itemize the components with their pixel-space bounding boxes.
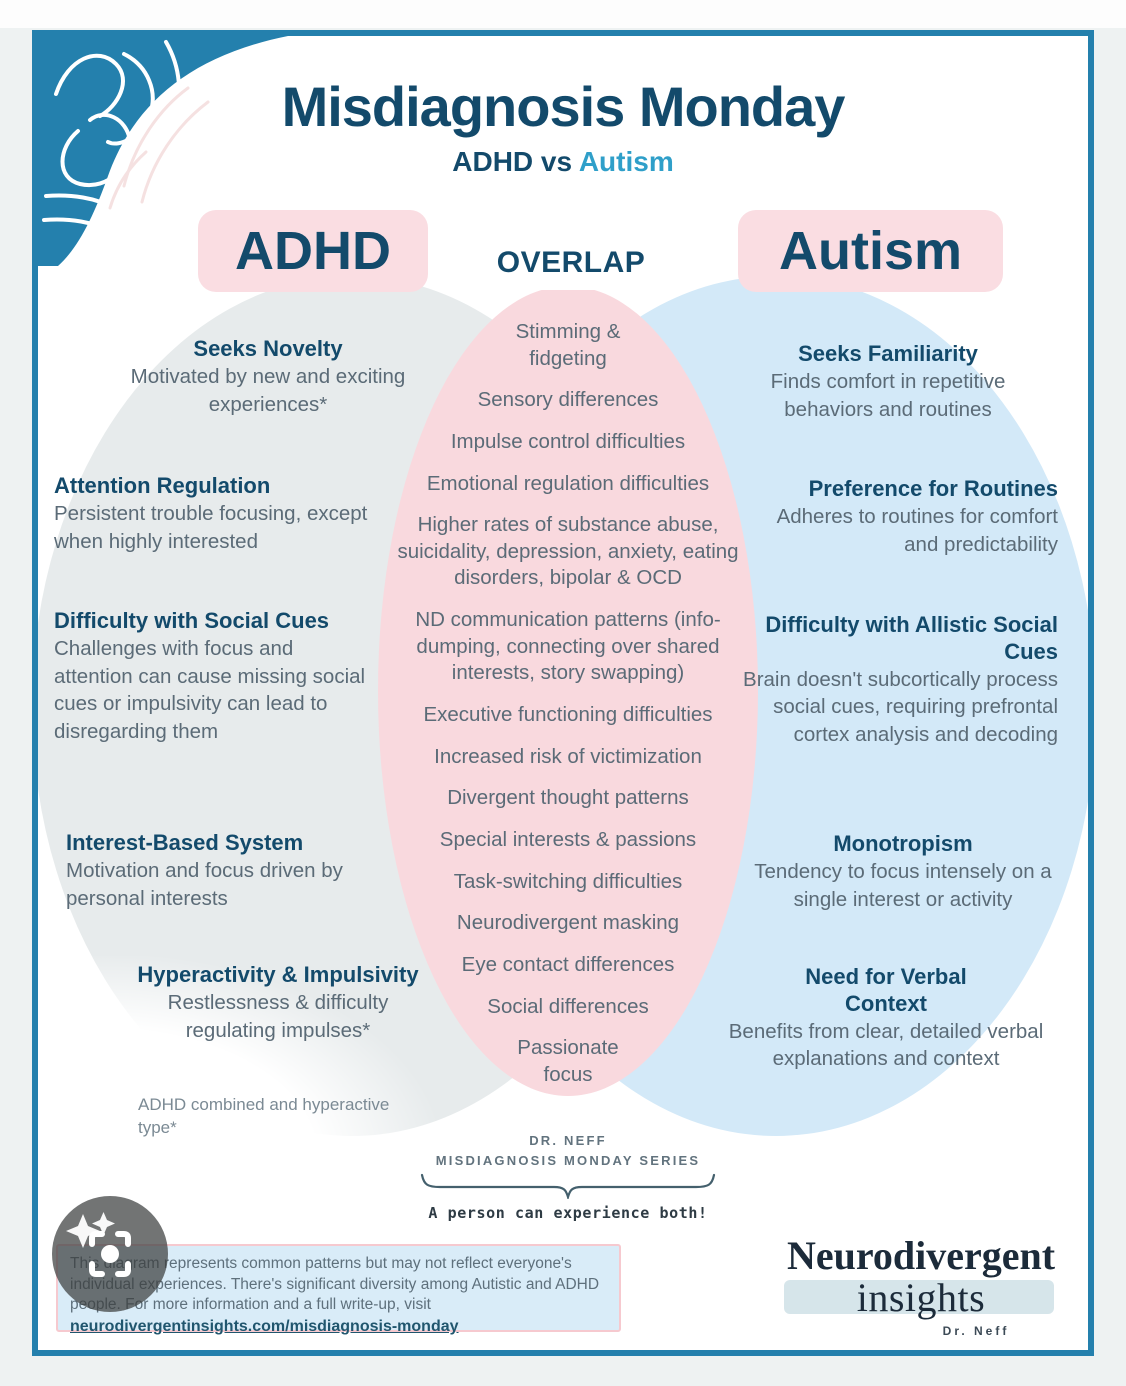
brace-line-2: MISDIAGNOSIS MONDAY SERIES xyxy=(435,1153,701,1169)
overlap-item-9: Special interests & passions xyxy=(439,827,697,851)
page-subtitle: ADHD vs Autism xyxy=(38,146,1088,178)
adhd-item-2-heading: Difficulty with Social Cues xyxy=(54,608,330,633)
autism-item-3: Monotropism Tendency to focus intensely … xyxy=(748,831,1058,913)
adhd-item-3-heading: Interest-Based System xyxy=(66,830,304,855)
autism-item-2: Difficulty with Allistic Social Cues Bra… xyxy=(738,612,1058,749)
decorative-corner-shape xyxy=(38,36,288,266)
logo-line-2: insights xyxy=(856,1275,986,1320)
logo-line-3: Dr. Neff xyxy=(942,1324,1010,1338)
adhd-item-2: Difficulty with Social Cues Challenges w… xyxy=(54,608,374,746)
autism-item-4: Need for Verbal Context Benefits from cl… xyxy=(726,964,1046,1073)
overlap-item-1: Sensory differences xyxy=(477,388,659,412)
page-title: Misdiagnosis Monday xyxy=(281,75,846,138)
label-adhd: ADHD xyxy=(198,210,428,292)
adhd-item-0: Seeks Novelty Motivated by new and excit… xyxy=(118,336,418,418)
autism-item-0-heading: Seeks Familiarity xyxy=(798,341,978,366)
autism-item-3-body: Tendency to focus intensely on a single … xyxy=(754,859,1052,911)
subtitle-autism: Autism xyxy=(578,146,674,177)
brand-logo: Neurodivergent insights Dr. Neff xyxy=(766,1236,1076,1338)
overlap-item-10: Task-switching difficulties xyxy=(453,869,683,893)
overlap-item-0: Stimming & fidgeting xyxy=(515,320,621,370)
overlap-list: Stimming & fidgeting Sensory differences… xyxy=(368,319,768,1103)
label-overlap: OVERLAP xyxy=(476,236,666,290)
brace-caption: DR. NEFF MISDIAGNOSIS MONDAY SERIES A pe… xyxy=(408,1131,728,1222)
infographic-poster: Misdiagnosis Monday ADHD vs Autism ADHD … xyxy=(32,30,1094,1356)
venn-diagram xyxy=(38,36,1088,1156)
adhd-item-1-heading: Attention Regulation xyxy=(54,473,271,498)
top-strip xyxy=(0,0,1126,28)
adhd-footnote: ADHD combined and hyperactive type* xyxy=(138,1095,390,1137)
overlap-item-11: Neurodivergent masking xyxy=(456,911,680,935)
lens-overlay-button[interactable] xyxy=(52,1196,168,1312)
adhd-item-1: Attention Regulation Persistent trouble … xyxy=(54,473,384,555)
autism-item-0: Seeks Familiarity Finds comfort in repet… xyxy=(738,341,1038,423)
overlap-item-8: Divergent thought patterns xyxy=(447,786,689,810)
adhd-item-3: Interest-Based System Motivation and foc… xyxy=(66,830,366,912)
autism-item-2-body: Brain doesn't subcortically process soci… xyxy=(743,667,1058,746)
autism-item-3-heading: Monotropism xyxy=(833,831,973,856)
brace-line-1: DR. NEFF xyxy=(529,1133,607,1148)
autism-item-4-heading: Need for Verbal Context xyxy=(805,964,967,1016)
bottom-strip xyxy=(0,1362,1126,1386)
adhd-item-4: Hyperactivity & Impulsivity Restlessness… xyxy=(133,962,423,1044)
autism-item-1: Preference for Routines Adheres to routi… xyxy=(738,476,1058,558)
adhd-item-4-body: Restlessness & difficulty regulating imp… xyxy=(167,990,389,1042)
overlap-item-4: Higher rates of substance abuse, suicida… xyxy=(397,513,739,590)
logo-line-1: Neurodivergent xyxy=(786,1233,1056,1278)
adhd-item-0-heading: Seeks Novelty xyxy=(193,336,343,361)
overlap-item-3: Emotional regulation difficulties xyxy=(426,471,710,495)
overlap-item-14: Passionate focus xyxy=(517,1036,619,1086)
overlap-item-6: Executive functioning difficulties xyxy=(423,703,713,727)
disclaimer-text: This diagram represents common patterns … xyxy=(70,1255,600,1314)
adhd-item-2-body: Challenges with focus and attention can … xyxy=(54,636,366,743)
overlap-item-2: Impulse control difficulties xyxy=(450,429,686,453)
label-autism: Autism xyxy=(738,210,1003,292)
overlap-item-12: Eye contact differences xyxy=(461,952,675,976)
autism-item-0-body: Finds comfort in repetitive behaviors an… xyxy=(770,369,1006,421)
subtitle-adhd: ADHD xyxy=(452,146,534,177)
overlap-item-5: ND communication patterns (info-dumping,… xyxy=(415,608,721,685)
adhd-item-3-body: Motivation and focus driven by personal … xyxy=(66,858,343,910)
overlap-item-13: Social differences xyxy=(487,994,649,1018)
lens-icon xyxy=(66,1212,131,1277)
subtitle-vs: vs xyxy=(533,146,579,177)
autism-item-1-body: Adheres to routines for comfort and pred… xyxy=(776,504,1058,556)
brace-caption-text: A person can experience both! xyxy=(428,1204,708,1223)
brace-icon xyxy=(420,1174,716,1200)
circle-fade-bottom-left xyxy=(38,956,438,1156)
adhd-item-1-body: Persistent trouble focusing, except when… xyxy=(54,501,368,553)
disclaimer-link[interactable]: neurodivergentinsights.com/misdiagnosis-… xyxy=(70,1317,459,1335)
adhd-item-4-heading: Hyperactivity & Impulsivity xyxy=(137,962,419,987)
autism-item-4-body: Benefits from clear, detailed verbal exp… xyxy=(728,1019,1044,1071)
venn-overlap-region xyxy=(378,286,758,1096)
autism-item-2-heading: Difficulty with Allistic Social Cues xyxy=(765,612,1058,664)
adhd-item-0-body: Motivated by new and exciting experience… xyxy=(130,364,406,416)
overlap-item-7: Increased risk of victimization xyxy=(434,744,702,768)
autism-item-1-heading: Preference for Routines xyxy=(808,476,1058,501)
logo-swatch xyxy=(784,1280,1054,1314)
